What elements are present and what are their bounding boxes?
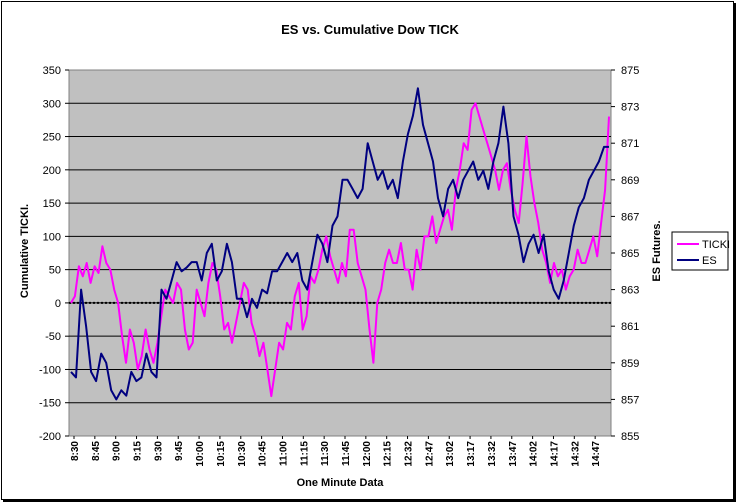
x-tick-label: 13:47 xyxy=(508,441,519,467)
x-tick-label: 9:30 xyxy=(153,441,164,461)
right-tick-label: 869 xyxy=(621,175,639,187)
legend: TICKI ES xyxy=(671,231,730,271)
x-tick-label: 13:17 xyxy=(466,441,477,467)
chart-title: ES vs. Cumulative Dow TICK xyxy=(281,22,459,37)
left-tick-label: 100 xyxy=(43,231,61,243)
x-tick-label: 10:00 xyxy=(195,441,206,467)
x-tick-label: 9:00 xyxy=(112,441,123,461)
x-tick-label: 11:15 xyxy=(299,441,310,466)
x-tick-label: 11:00 xyxy=(278,441,289,466)
x-tick-label: 9:45 xyxy=(174,441,185,461)
left-tick-label: 200 xyxy=(43,165,61,177)
right-tick-label: 873 xyxy=(621,102,639,114)
left-tick-label: 150 xyxy=(43,198,61,210)
left-tick-label: -100 xyxy=(39,364,61,376)
left-tick-label: 0 xyxy=(55,298,61,310)
series-layer xyxy=(70,87,610,401)
x-tick-label: 13:02 xyxy=(445,441,456,467)
x-axis-title: One Minute Data xyxy=(297,477,385,489)
x-tick-label: 11:45 xyxy=(341,441,352,466)
right-tick-label: 863 xyxy=(621,285,639,297)
x-tick-label: 12:00 xyxy=(362,441,373,467)
left-tick-label: 350 xyxy=(43,65,61,77)
legend-label-es: ES xyxy=(702,255,717,267)
x-tick-label: 12:32 xyxy=(404,441,415,467)
x-tick-label: 10:15 xyxy=(216,441,227,467)
x-tick-label: 10:45 xyxy=(258,441,269,467)
left-tick-label: 250 xyxy=(43,132,61,144)
right-axis-title: ES Futures. xyxy=(651,220,663,281)
x-axis: 8:30 8:45 9:00 9:15 9:30 9:45 10:00 10:15 10:30 1… xyxy=(70,436,602,467)
x-tick-label: 11:30 xyxy=(320,441,331,466)
plot-area xyxy=(68,69,612,437)
left-tick-label: -200 xyxy=(39,431,61,443)
x-tick-label: 9:15 xyxy=(133,441,144,461)
right-tick-label: 875 xyxy=(621,65,639,77)
left-axis-title: Cumulative TICKI. xyxy=(19,204,31,298)
x-tick-label: 14:17 xyxy=(549,441,560,467)
right-tick-label: 859 xyxy=(621,358,639,370)
left-axis: -200 -150 -100 -50 0 50 100 150 200 250 300 350 xyxy=(39,65,69,443)
right-tick-label: 871 xyxy=(621,138,639,150)
right-tick-label: 861 xyxy=(621,321,639,333)
series-line-es xyxy=(70,87,609,401)
x-tick-label: 8:45 xyxy=(91,441,102,461)
x-tick-label: 14:02 xyxy=(529,441,540,467)
right-tick-label: 855 xyxy=(621,431,639,443)
x-tick-label: 8:30 xyxy=(70,441,81,461)
x-tick-label: 10:30 xyxy=(237,441,248,467)
legend-box xyxy=(671,231,729,271)
right-tick-label: 865 xyxy=(621,248,639,260)
x-tick-label: 13:32 xyxy=(487,441,498,467)
left-tick-label: 300 xyxy=(43,98,61,110)
right-tick-label: 867 xyxy=(621,211,639,223)
x-tick-label: 12:15 xyxy=(383,441,394,467)
right-axis: 855 857 859 861 863 865 867 869 871 873 875 xyxy=(611,65,639,443)
x-tick-label: 12:47 xyxy=(424,441,435,467)
x-tick-label: 14:32 xyxy=(570,441,581,467)
x-tick-label: 14:47 xyxy=(591,441,602,467)
left-tick-label: 50 xyxy=(49,265,61,277)
right-tick-label: 857 xyxy=(621,394,639,406)
left-tick-label: -150 xyxy=(39,398,61,410)
left-tick-label: -50 xyxy=(45,331,61,343)
legend-label-ticki: TICKI xyxy=(702,239,730,251)
